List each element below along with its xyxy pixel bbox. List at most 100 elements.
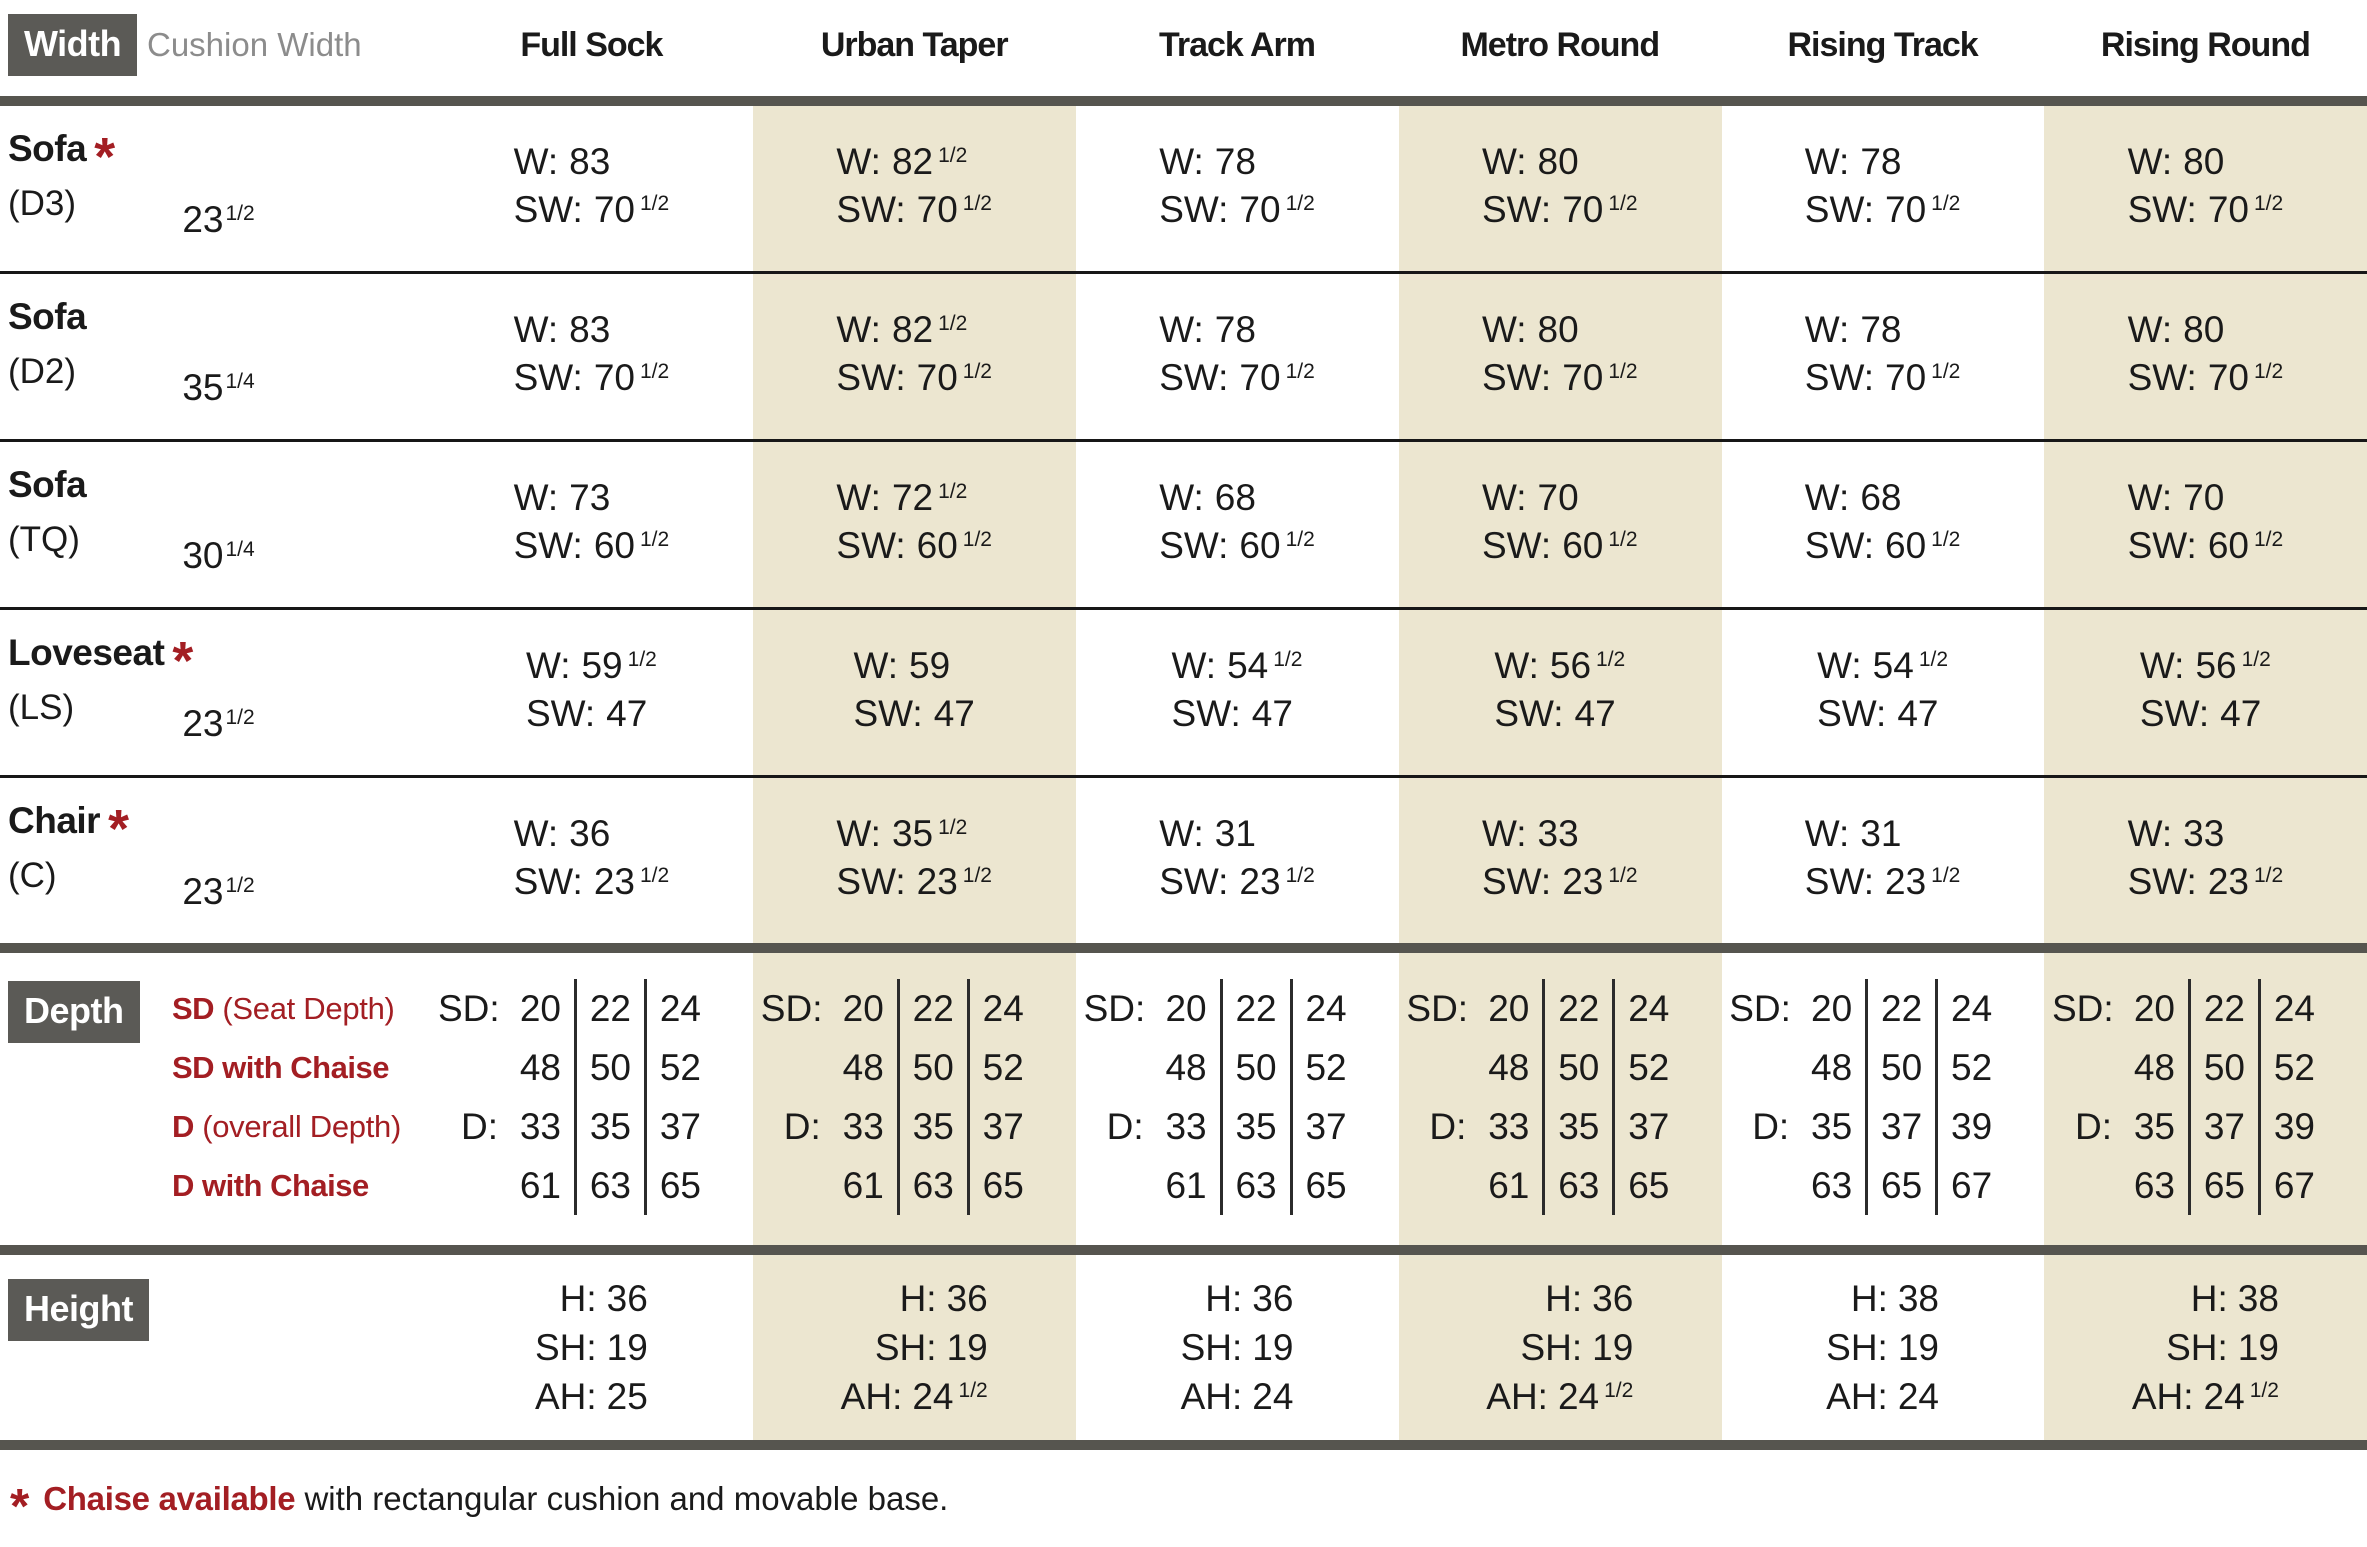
- depth-value: 52: [1612, 1038, 1682, 1097]
- row-label: Sofa (TQ): [0, 442, 95, 607]
- width-line: W: 31: [1804, 812, 1902, 854]
- fraction: 1/2: [1931, 359, 1961, 383]
- height-cell: H: 36 SH: 19 AH: 24 1/2: [753, 1255, 1076, 1440]
- dimension-cell: W: 54 1/2 SW: 47: [1076, 610, 1399, 775]
- depth-value: 37: [1612, 1097, 1682, 1156]
- fraction: 1/2: [962, 863, 992, 887]
- height-line: H: 36: [1545, 1277, 1634, 1319]
- depth-value: 50: [1219, 1038, 1290, 1097]
- seat-height-line: SH: 19: [874, 1326, 988, 1368]
- height-cell: H: 36 SH: 19 AH: 24 1/2: [1398, 1255, 1721, 1440]
- width-table-row: Loveseat * (LS) 231/2 W: 59 1/2 SW: 47 W: 59 …: [0, 610, 2367, 775]
- depth-prefix: SD:: [760, 988, 823, 1029]
- depth-value: 67: [1935, 1156, 2005, 1215]
- seat-width-line: SW: 47: [525, 692, 648, 734]
- depth-value: 65: [1865, 1156, 1935, 1215]
- dimension-cell: W: 31 SW: 23 1/2: [1721, 778, 2044, 943]
- fraction: 1/2: [2249, 1378, 2279, 1402]
- depth-section-row: Depth SD (Seat Depth) SD with Chaise D (…: [0, 953, 2367, 1245]
- depth-value: 48: [1488, 1047, 1530, 1088]
- depth-value: 63: [1219, 1156, 1290, 1215]
- fraction: 1/2: [1608, 191, 1638, 215]
- fraction: 1/2: [962, 191, 992, 215]
- seat-width-line: SW: 60 1/2: [1482, 524, 1638, 566]
- row-code: (TQ): [8, 520, 80, 559]
- heavy-divider: [0, 1440, 2367, 1450]
- width-table-row: Chair * (C) 231/2 W: 36 SW: 23 1/2 W: 35 1/2 S…: [0, 778, 2367, 943]
- depth-value: 22: [1542, 979, 1612, 1038]
- row-code: (D3): [8, 184, 77, 223]
- height-cell: H: 38 SH: 19 AH: 24 1/2: [2044, 1255, 2367, 1440]
- width-line: W: 78: [1159, 308, 1256, 350]
- depth-prefix: SD:: [438, 988, 500, 1029]
- thin-divider: [0, 271, 2367, 274]
- seat-width-line: SW: 60 1/2: [2127, 524, 2284, 566]
- seat-width-line: SW: 70 1/2: [2127, 188, 2284, 230]
- fraction: 1/2: [1604, 1378, 1634, 1402]
- column-header-rising-round: Rising Round: [2100, 26, 2311, 64]
- row-name: Chair *: [8, 798, 129, 859]
- height-section-label: Height: [8, 1279, 149, 1341]
- depth-value: 65: [644, 1156, 714, 1215]
- depth-value: 35: [2133, 1106, 2175, 1147]
- column-header-rising-track: Rising Track: [1787, 26, 1978, 64]
- width-line: W: 70: [1482, 476, 1579, 518]
- width-line: W: 80: [2127, 308, 2225, 350]
- depth-value: 52: [1289, 1038, 1360, 1097]
- height-cell: H: 36 SH: 19 AH: 25: [430, 1255, 753, 1440]
- depth-value: 39: [1935, 1097, 2005, 1156]
- depth-prefix: [1406, 1156, 1472, 1215]
- fraction: 1/2: [639, 527, 670, 551]
- cushion-width-value: 301/4: [182, 535, 255, 576]
- depth-cell: SD: 20 22 24 48 50 52 D: 33 35 37 61 63 65: [430, 953, 753, 1245]
- seat-height-line: SH: 19: [2166, 1326, 2279, 1368]
- width-line: W: 80: [1482, 308, 1579, 350]
- depth-value: 37: [644, 1097, 714, 1156]
- seat-width-line: SW: 60 1/2: [1159, 524, 1315, 566]
- depth-prefix: D:: [1429, 1106, 1467, 1147]
- seat-width-line: SW: 47: [2139, 692, 2262, 734]
- fraction: 1/2: [962, 527, 992, 551]
- seat-width-line: SW: 70 1/2: [1159, 188, 1315, 230]
- height-empty-cell: [95, 1255, 430, 1440]
- fraction: 1/2: [938, 479, 968, 503]
- depth-value: 48: [842, 1047, 884, 1088]
- depth-prefix: SD:: [2051, 988, 2114, 1029]
- asterisk-icon: *: [108, 798, 129, 859]
- thin-divider: [0, 607, 2367, 610]
- depth-prefix: [761, 1038, 827, 1097]
- depth-value: 20: [519, 988, 561, 1029]
- dimension-cell: W: 73 SW: 60 1/2: [430, 442, 753, 607]
- depth-prefix: [1406, 1038, 1472, 1097]
- fraction: 1/2: [1931, 863, 1961, 887]
- height-line: H: 36: [559, 1277, 648, 1319]
- fraction: 1/2: [225, 202, 255, 225]
- thin-divider: [0, 439, 2367, 442]
- width-line: W: 70: [2127, 476, 2225, 518]
- seat-width-line: SW: 70 1/2: [1159, 356, 1315, 398]
- seat-width-line: SW: 23 1/2: [513, 860, 670, 902]
- depth-value: 22: [1865, 979, 1935, 1038]
- depth-prefix: D:: [461, 1106, 498, 1147]
- depth-label-d-chaise: D with Chaise: [172, 1168, 369, 1203]
- depth-value: 24: [966, 979, 1037, 1038]
- dimension-cell: W: 80 SW: 70 1/2: [2044, 106, 2367, 271]
- fraction: 1/2: [1596, 647, 1626, 671]
- width-rows: Sofa * (D3) 231/2 W: 83 SW: 70 1/2 W: 82 1/2 S…: [0, 106, 2367, 943]
- seat-width-line: SW: 47: [1494, 692, 1616, 734]
- depth-prefix: D:: [1752, 1106, 1790, 1147]
- fraction: 1/4: [225, 370, 255, 393]
- depth-prefix: [438, 1038, 504, 1097]
- fraction: 1/2: [938, 815, 968, 839]
- depth-value: 61: [519, 1165, 561, 1206]
- depth-value: 52: [644, 1038, 714, 1097]
- depth-value: 33: [1488, 1106, 1530, 1147]
- seat-width-line: SW: 70 1/2: [513, 356, 670, 398]
- depth-prefix: [1084, 1038, 1150, 1097]
- depth-cell: SD: 20 22 24 48 50 52 D: 33 35 37 61 63 65: [1398, 953, 1721, 1245]
- width-line: W: 78: [1159, 140, 1256, 182]
- width-line: W: 80: [2127, 140, 2225, 182]
- dimension-cell: W: 33 SW: 23 1/2: [1398, 778, 1721, 943]
- height-line: H: 36: [1205, 1277, 1294, 1319]
